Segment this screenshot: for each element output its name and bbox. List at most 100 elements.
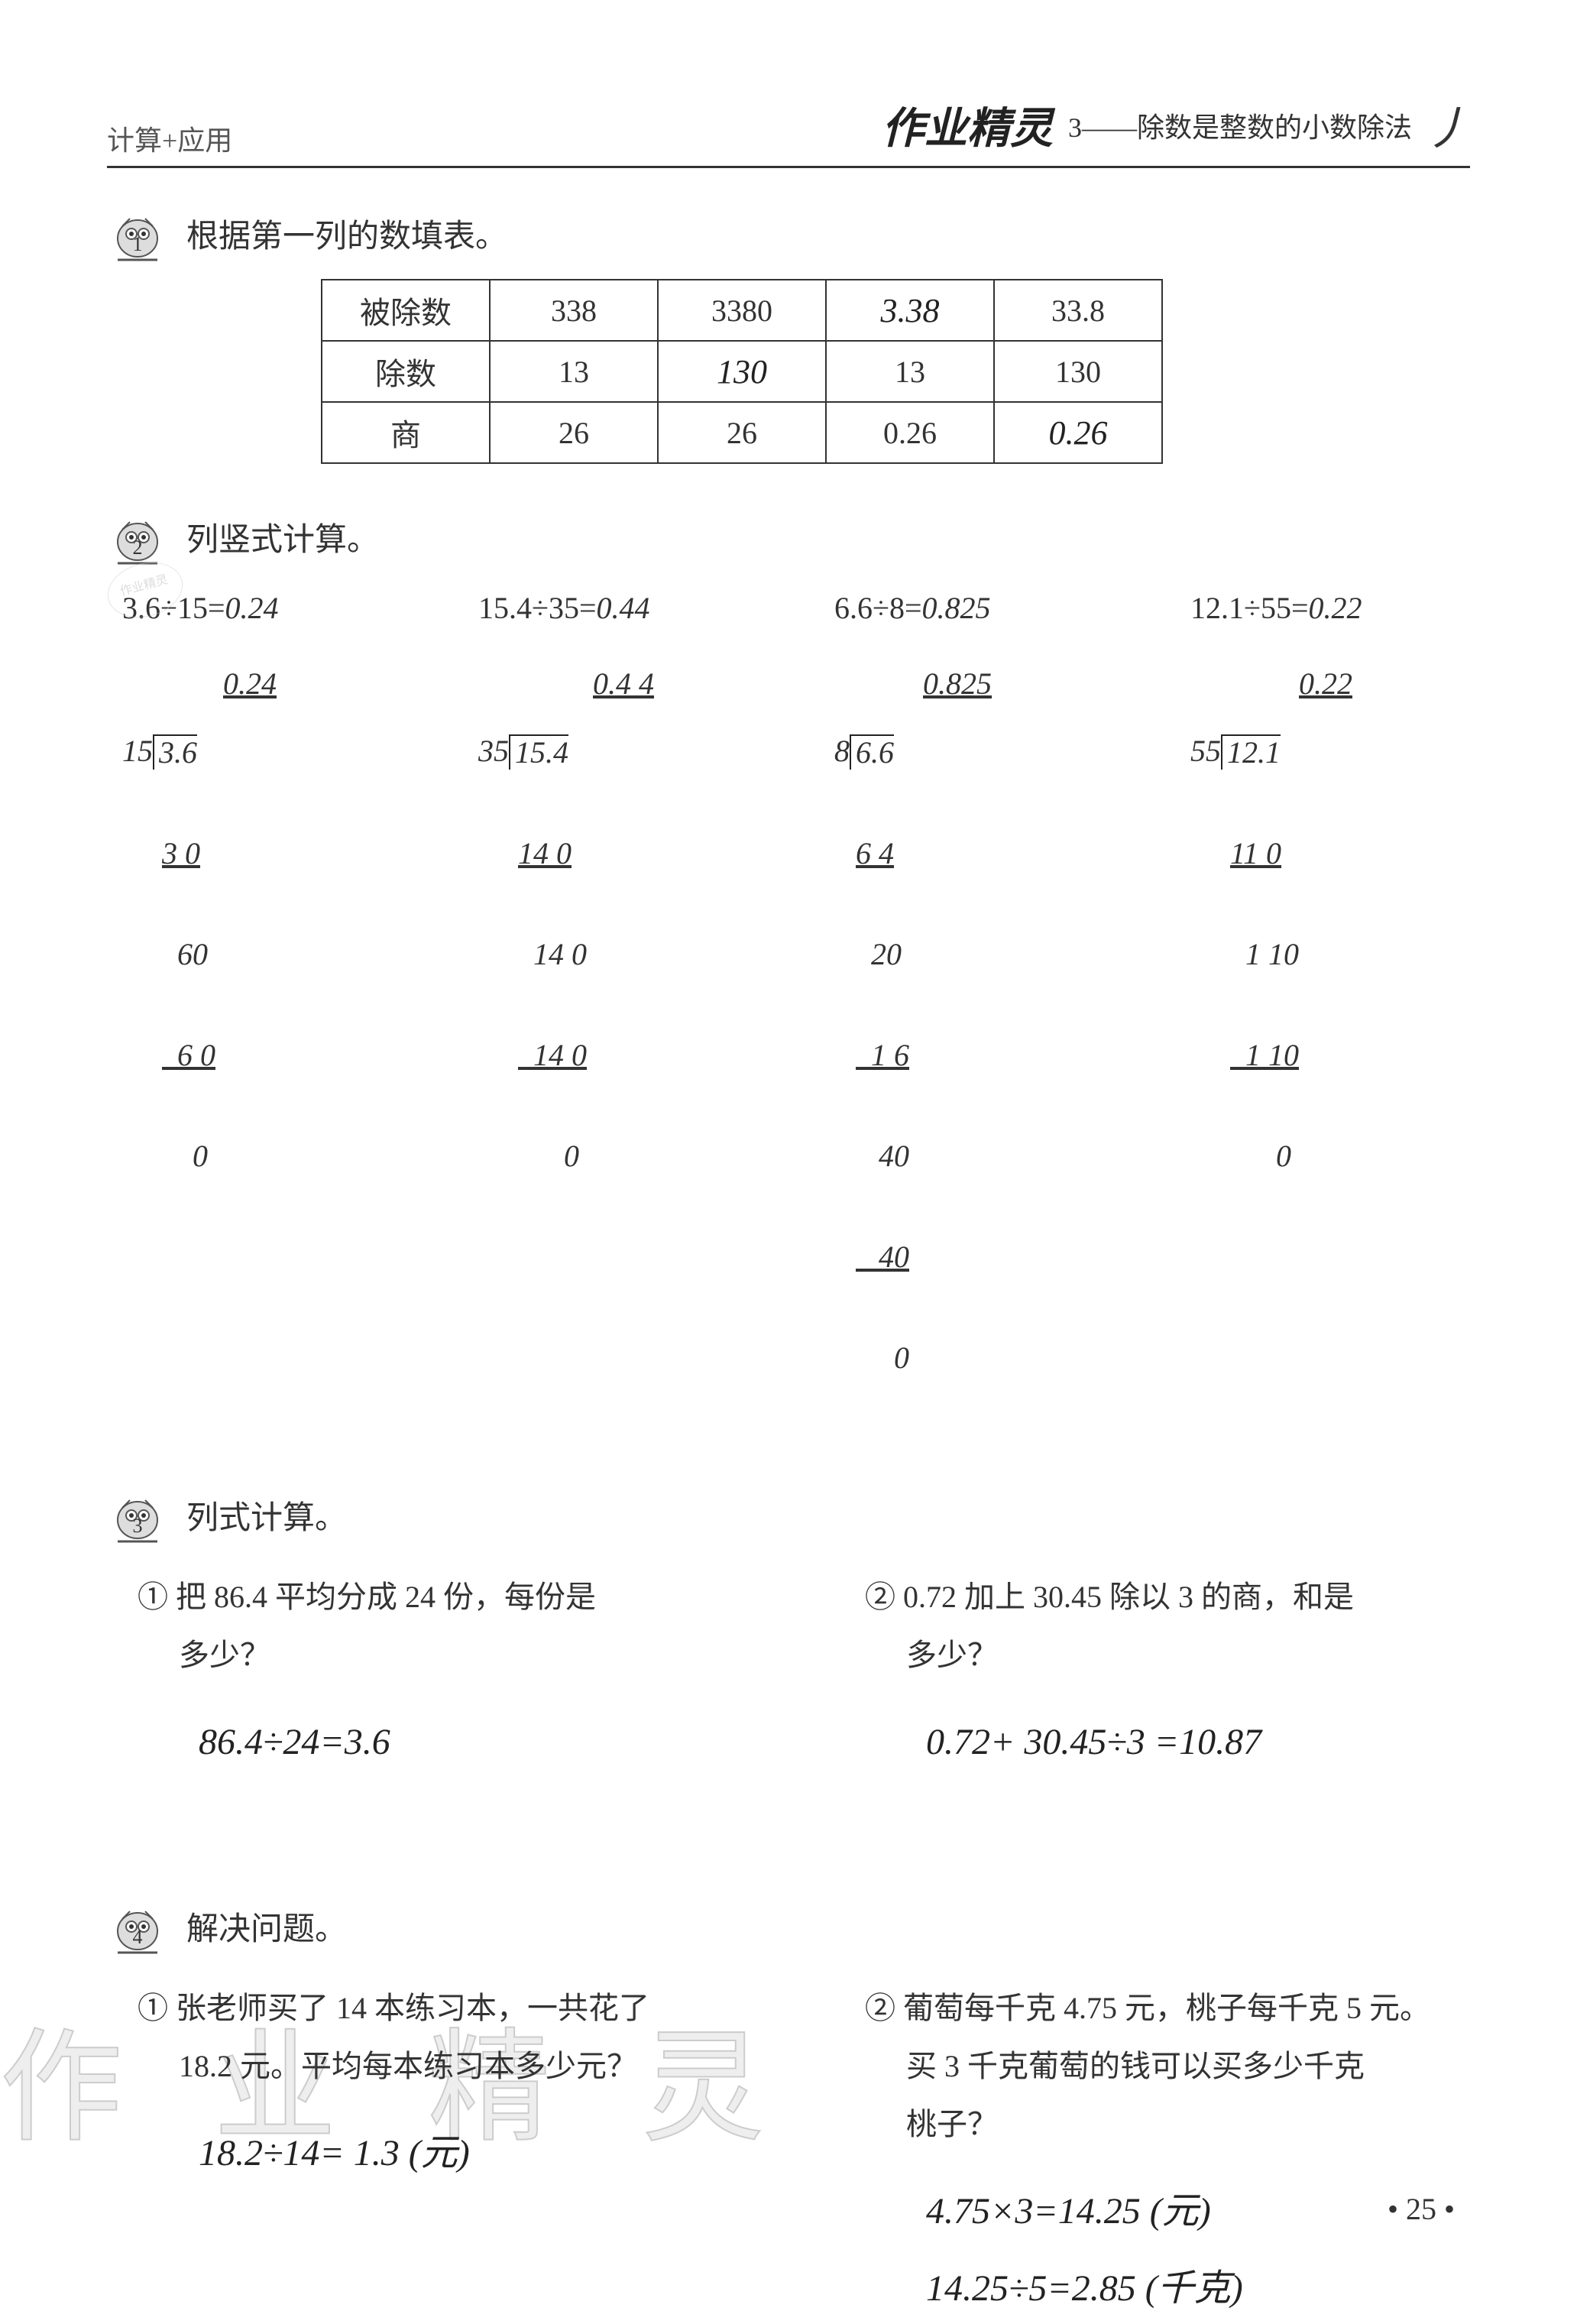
divisor: 35 <box>478 734 509 768</box>
cell: 0.26 <box>826 402 994 463</box>
q-text: 葡萄每千克 4.75 元，桃子每千克 5 元。 <box>903 1991 1430 2025</box>
answer: 0.72+ 30.45÷3 =10.87 <box>926 1707 1470 1777</box>
longdiv: 0.4 4 3515.4 14 0 14 0 14 0 0 <box>478 634 758 1240</box>
cell-hw: 0.26 <box>994 402 1162 463</box>
section-3-title: 列式计算。 <box>186 1488 347 1549</box>
section-num-2: 2 <box>133 536 143 559</box>
circled-2: ② <box>865 1580 895 1614</box>
q-line: ② 0.72 加上 30.45 除以 3 的商，和是 <box>865 1568 1470 1626</box>
circled-1: ① <box>138 1991 168 2025</box>
cell: 3380 <box>658 280 826 341</box>
page-header: 计算+应用 作业精灵 3——除数是整数的小数除法 丿 <box>107 92 1470 168</box>
q-line: ① 张老师买了 14 本练习本，一共花了 <box>138 1979 743 2037</box>
cell: 338 <box>490 280 658 341</box>
q3-right: ② 0.72 加上 30.45 除以 3 的商，和是 多少？ 0.72+ 30.… <box>865 1568 1470 1777</box>
owl-icon-3: 3 <box>107 1488 168 1553</box>
chapter-label: 3——除数是整数的小数除法 <box>1068 105 1412 145</box>
dividend: 15.4 <box>509 734 568 770</box>
section-3-cols: ① 把 86.4 平均分成 24 份，每份是 多少？ 86.4÷24=3.6 ②… <box>107 1568 1470 1777</box>
eq: 6.6÷8=0.825 <box>834 590 1114 626</box>
quotient: 0.22 <box>1299 666 1352 701</box>
page-number: • 25 • <box>1388 2191 1455 2227</box>
q-line: ① 把 86.4 平均分成 24 份，每份是 <box>138 1568 743 1626</box>
divisor: 8 <box>834 734 850 768</box>
eq-ans: 0.44 <box>597 591 650 625</box>
step: 20 <box>856 938 1114 971</box>
header-right: 作业精灵 3——除数是整数的小数除法 丿 <box>882 92 1470 158</box>
answer: 18.2÷14= 1.3 (元) <box>199 2118 743 2188</box>
table-wrap: 被除数 338 3380 3.38 33.8 除数 13 130 13 130 … <box>321 279 1470 464</box>
eq-text: 6.6÷8= <box>834 591 922 625</box>
dividend: 12.1 <box>1221 734 1281 770</box>
section-num-4: 4 <box>133 1926 143 1948</box>
table-row: 除数 13 130 13 130 <box>322 341 1162 402</box>
header-left: 计算+应用 <box>107 118 232 158</box>
q-line: 桃子？ <box>906 2095 1470 2154</box>
table-row: 商 26 26 0.26 0.26 <box>322 402 1162 463</box>
step: 6 0 <box>162 1039 402 1072</box>
step: 14 0 <box>518 1039 758 1072</box>
step: 11 0 <box>1230 837 1470 870</box>
q-line: 18.2 元。平均每本练习本多少元？ <box>179 2037 743 2095</box>
section-4-title: 解决问题。 <box>186 1899 347 1960</box>
circled-1: ① <box>138 1580 168 1614</box>
problem-1: 3.6÷15=0.24 0.24 153.6 3 0 60 6 0 0 <box>122 590 402 1442</box>
eq-ans: 0.22 <box>1309 591 1362 625</box>
q-text: 张老师买了 14 本练习本，一共花了 <box>176 1991 649 2025</box>
q-line: 多少？ <box>906 1626 1470 1684</box>
step: 0 <box>1230 1139 1470 1173</box>
step: 14 0 <box>518 938 758 971</box>
longdiv: 0.22 5512.1 11 0 1 10 1 10 0 <box>1190 634 1470 1240</box>
eq-ans: 0.24 <box>225 591 279 625</box>
cell: 商 <box>322 402 490 463</box>
cell-hw: 130 <box>658 341 826 402</box>
quotient: 0.825 <box>923 666 992 701</box>
header-bracket: 丿 <box>1424 92 1470 158</box>
eq-ans: 0.825 <box>922 591 991 625</box>
section-4: 4 解决问题。 ① 张老师买了 14 本练习本，一共花了 18.2 元。平均每本… <box>107 1899 1470 2323</box>
q4-left: ① 张老师买了 14 本练习本，一共花了 18.2 元。平均每本练习本多少元？ … <box>138 1979 743 2323</box>
section-3: 3 列式计算。 ① 把 86.4 平均分成 24 份，每份是 多少？ 86.4÷… <box>107 1488 1470 1777</box>
circled-2: ② <box>865 1991 895 2025</box>
quotient: 0.24 <box>223 666 277 701</box>
section-1: 1 根据第一列的数填表。 被除数 338 3380 3.38 33.8 除数 1… <box>107 206 1470 464</box>
divisor: 55 <box>1190 734 1221 768</box>
step: 0 <box>518 1139 758 1173</box>
cell: 13 <box>490 341 658 402</box>
step: 1 10 <box>1230 1039 1470 1072</box>
brush-title: 作业精灵 <box>882 94 1053 156</box>
quotient: 0.4 4 <box>593 666 654 701</box>
q-line: 多少？ <box>179 1626 743 1684</box>
q-line: 买 3 千克葡萄的钱可以买多少千克 <box>906 2037 1470 2095</box>
problem-4: 12.1÷55=0.22 0.22 5512.1 11 0 1 10 1 10 … <box>1190 590 1470 1442</box>
step: 6 4 <box>856 837 1114 870</box>
eq: 12.1÷55=0.22 <box>1190 590 1470 626</box>
vertical-problems: 3.6÷15=0.24 0.24 153.6 3 0 60 6 0 0 15.4… <box>122 590 1470 1442</box>
table-row: 被除数 338 3380 3.38 33.8 <box>322 280 1162 341</box>
cell: 13 <box>826 341 994 402</box>
q3-left: ① 把 86.4 平均分成 24 份，每份是 多少？ 86.4÷24=3.6 <box>138 1568 743 1777</box>
cell: 130 <box>994 341 1162 402</box>
step: 1 10 <box>1230 938 1470 971</box>
section-num-3: 3 <box>133 1515 143 1537</box>
cell: 除数 <box>322 341 490 402</box>
step: 3 0 <box>162 837 402 870</box>
step: 0 <box>162 1139 402 1173</box>
step: 1 6 <box>856 1039 1114 1072</box>
q4-right: ② 葡萄每千克 4.75 元，桃子每千克 5 元。 买 3 千克葡萄的钱可以买多… <box>865 1979 1470 2323</box>
problem-3: 6.6÷8=0.825 0.825 86.6 6 4 20 1 6 40 40 … <box>834 590 1114 1442</box>
dividend: 3.6 <box>153 734 197 770</box>
problem-2: 15.4÷35=0.44 0.4 4 3515.4 14 0 14 0 14 0… <box>478 590 758 1442</box>
eq-text: 15.4÷35= <box>478 591 597 625</box>
cell: 26 <box>490 402 658 463</box>
answer: 14.25÷5=2.85 (千克) <box>926 2254 1470 2323</box>
q-text: 把 86.4 平均分成 24 份，每份是 <box>176 1580 596 1614</box>
step: 60 <box>162 938 402 971</box>
divisor: 15 <box>122 734 153 768</box>
section-num-1: 1 <box>133 233 143 255</box>
q-line: ② 葡萄每千克 4.75 元，桃子每千克 5 元。 <box>865 1979 1470 2037</box>
section-1-title: 根据第一列的数填表。 <box>186 206 507 267</box>
eq-text: 12.1÷55= <box>1190 591 1309 625</box>
owl-icon-4: 4 <box>107 1899 168 1964</box>
step: 0 <box>856 1341 1114 1375</box>
